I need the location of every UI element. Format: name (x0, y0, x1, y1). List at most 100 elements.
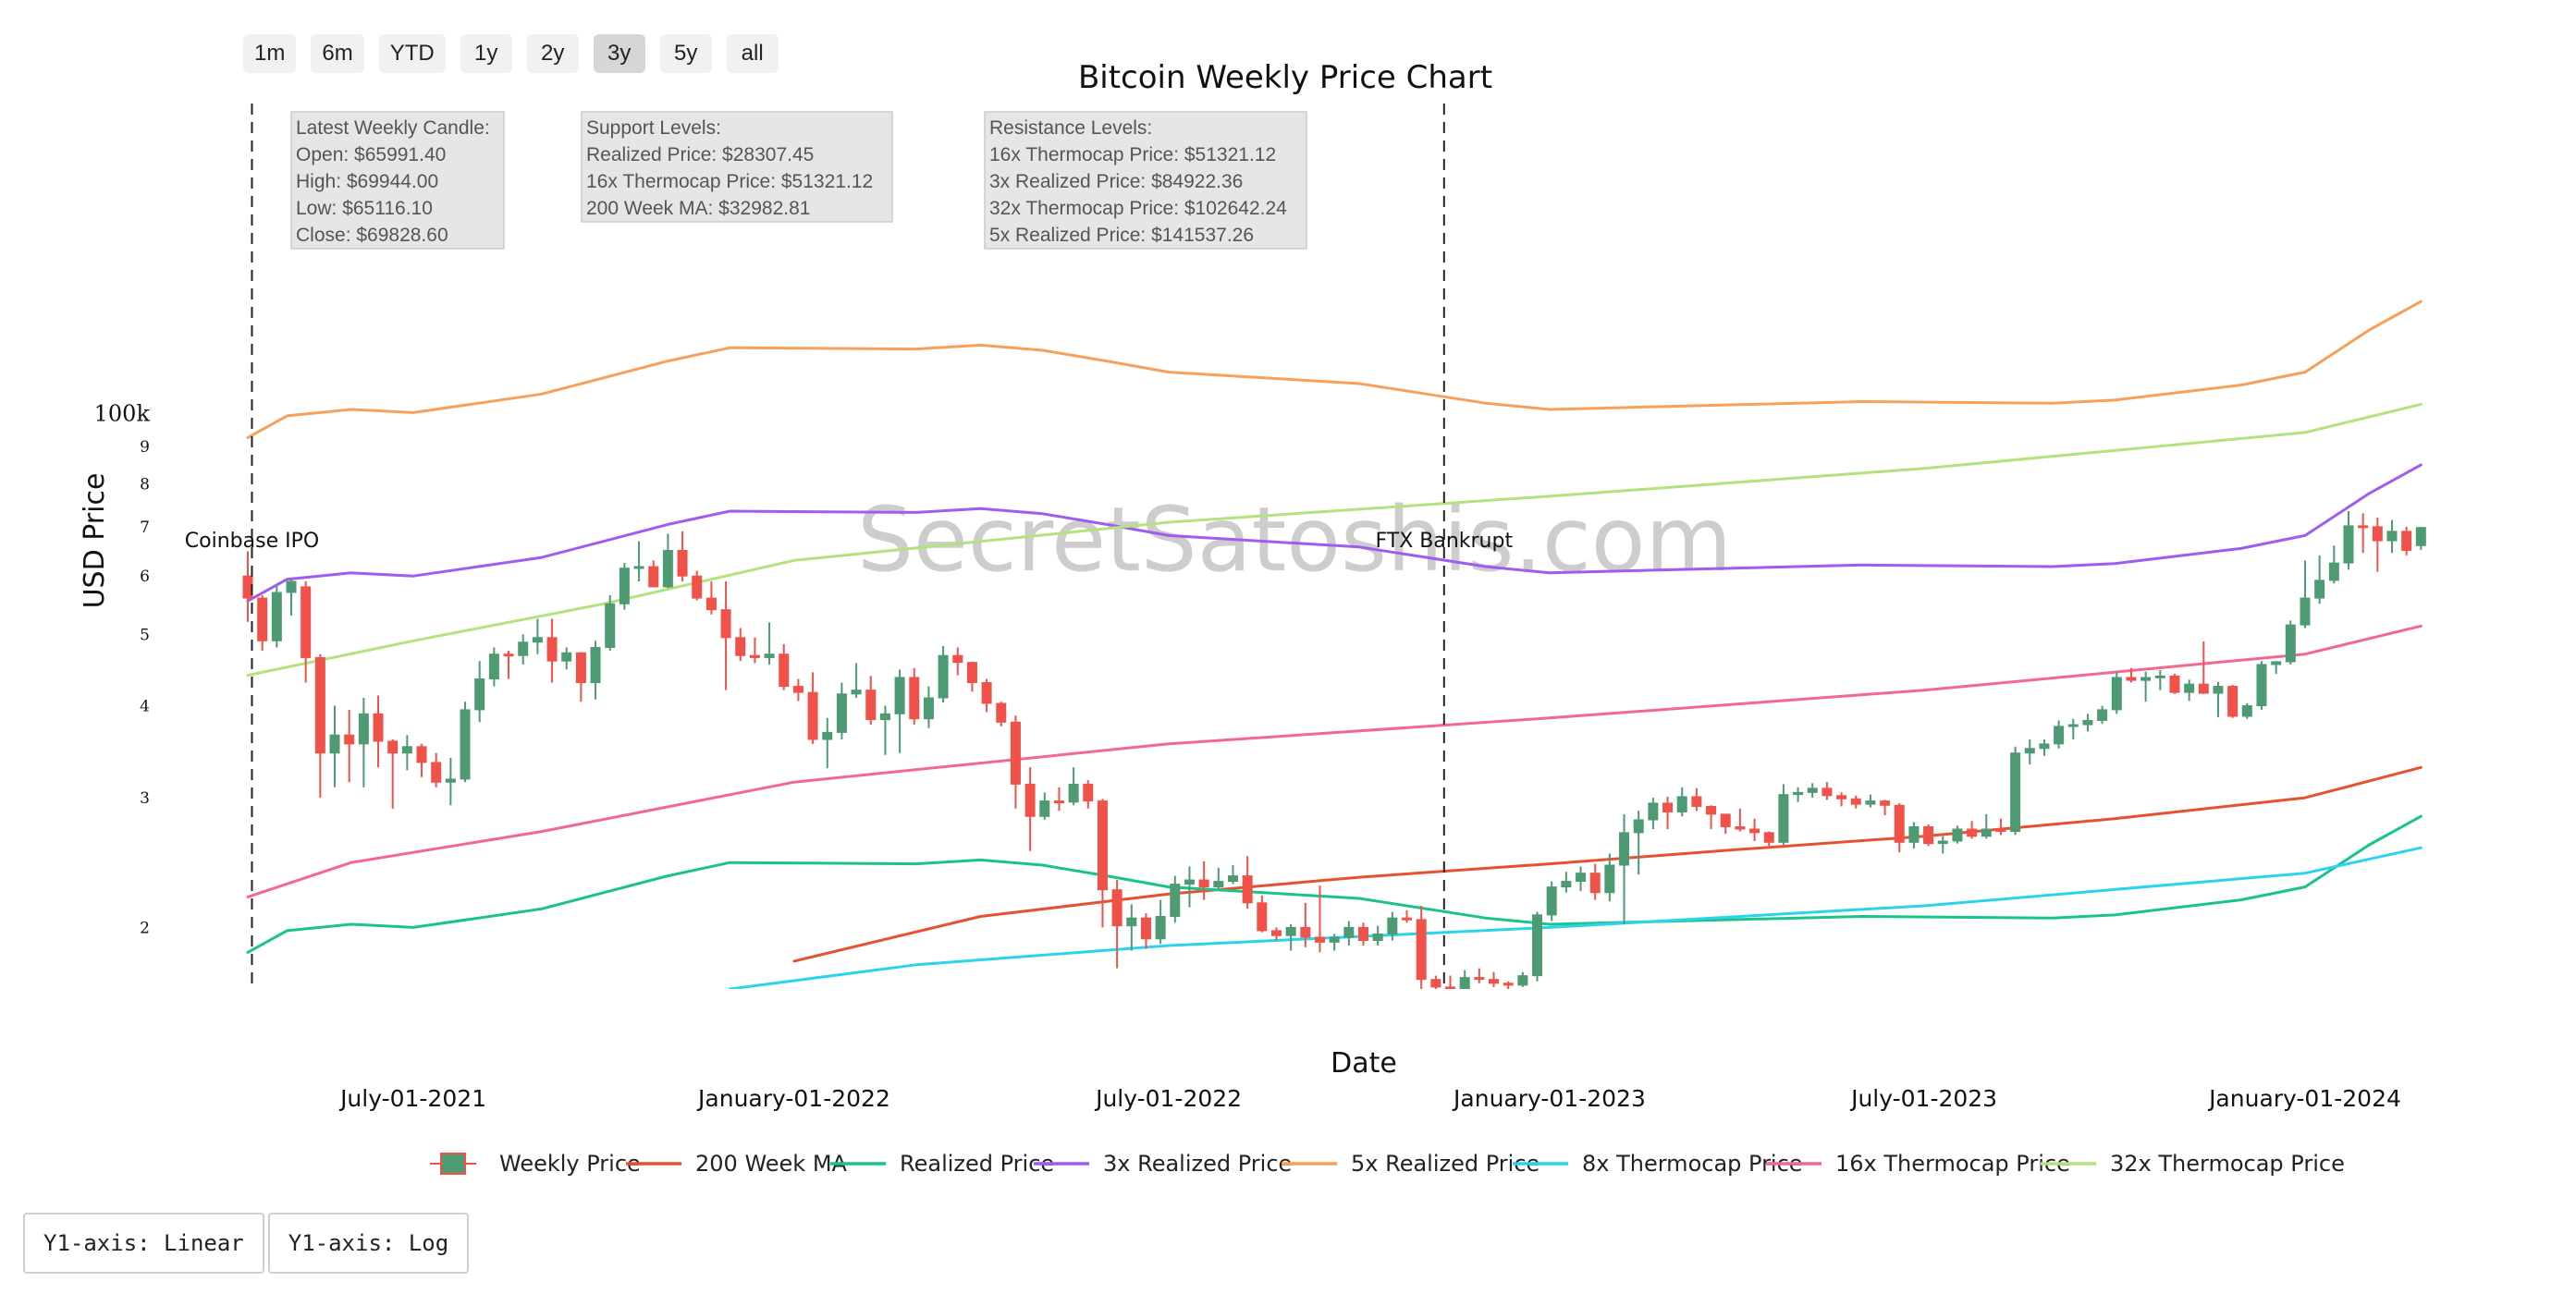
candle-body (1459, 977, 1470, 989)
candle-body (1894, 804, 1905, 843)
range-button-all[interactable]: all (726, 34, 779, 73)
candle (2285, 620, 2296, 665)
latest-candle-box-bg (290, 111, 505, 250)
candle-body (546, 637, 558, 662)
candle-body (1227, 875, 1238, 883)
candle-body (865, 690, 877, 721)
candle-body (590, 646, 601, 684)
candle-body (1257, 902, 1268, 932)
range-button-1y[interactable]: 1y (460, 34, 512, 73)
candle (1908, 822, 1920, 848)
candle-body (518, 641, 529, 656)
candle (271, 584, 282, 648)
legend-item: 5x Realized Price (1282, 1151, 1539, 1177)
candle-body (2372, 526, 2383, 542)
series-line-8x-thermocap-price (729, 846, 2423, 989)
legend-item: 16x Thermocap Price (1766, 1151, 2070, 1177)
candle-body (2314, 580, 2325, 599)
candle-body (416, 746, 427, 763)
range-button-6m[interactable]: 6m (311, 34, 364, 73)
candle (1880, 800, 1891, 816)
candle-body (779, 653, 790, 688)
candle (879, 705, 890, 755)
candle (2010, 746, 2021, 836)
range-button-5y[interactable]: 5y (659, 34, 712, 73)
candle-body (619, 568, 630, 604)
candle-body (2256, 664, 2267, 707)
candle-body (836, 693, 847, 733)
candle-body (966, 662, 977, 684)
resistance-levels-box: Resistance Levels: 16x Thermocap Price: … (984, 111, 1307, 250)
candle-body (1213, 881, 1224, 888)
y-tick-label: 100k (94, 400, 151, 426)
resistance-levels-title: Resistance Levels: (989, 117, 1152, 139)
candle-body (2358, 525, 2369, 529)
candle-body (387, 740, 399, 754)
candle (1140, 913, 1151, 949)
candle (1343, 921, 1355, 946)
candle-body (705, 597, 717, 611)
candle-body (923, 697, 934, 720)
candle (1778, 784, 1789, 845)
candle (1459, 970, 1470, 989)
candle (1691, 787, 1702, 812)
range-button-2y[interactable]: 2y (526, 34, 579, 73)
candle (1865, 794, 1876, 808)
range-button-3y[interactable]: 3y (593, 34, 645, 73)
candle (1416, 906, 1427, 989)
candle-body (1097, 800, 1108, 891)
candle-body (1198, 879, 1209, 888)
range-button-ytd[interactable]: YTD (378, 34, 446, 73)
candle-body (2054, 726, 2065, 745)
candle (1503, 981, 1514, 989)
candle-body (2328, 562, 2339, 581)
x-axis-label: Date (1331, 1047, 1397, 1080)
support-level-realized: Realized Price: $28307.45 (586, 144, 814, 165)
candle-body (1300, 926, 1311, 938)
resistance-level-32x-thermocap: 32x Thermocap Price: $102642.24 (989, 198, 1287, 219)
y-tick-label: 7 (140, 519, 150, 537)
candle-body (822, 731, 833, 740)
y-tick-label: 4 (140, 698, 150, 716)
candle (1372, 925, 1383, 946)
candle-body (1981, 828, 1992, 837)
candle (1952, 825, 1963, 844)
candle-body (1576, 873, 1587, 883)
candle-body (1489, 979, 1500, 984)
candle (677, 531, 688, 582)
candle-body (2097, 709, 2108, 721)
candle (1257, 895, 1268, 933)
series-line-200-week-ma (792, 765, 2423, 963)
y-axis-linear-button[interactable]: Y1-axis: Linear (23, 1213, 264, 1274)
candle-body (1662, 802, 1674, 812)
candle-body (2285, 624, 2296, 663)
candle-body (373, 713, 384, 742)
candle-body (938, 654, 949, 699)
candle-body (314, 656, 325, 754)
candle (358, 698, 369, 787)
range-selector: 1m 6m YTD 1y 2y 3y 5y all (243, 34, 779, 73)
candle (2256, 661, 2267, 710)
support-levels-box: Support Levels: Realized Price: $28307.4… (581, 111, 893, 223)
x-tick-label: January-01-2024 (2207, 1085, 2401, 1112)
candle-body (807, 691, 818, 740)
candle (1546, 881, 1557, 922)
candle (2169, 673, 2180, 694)
candle (2067, 718, 2079, 740)
candle (2241, 702, 2252, 719)
candle (314, 653, 325, 799)
candle (1474, 968, 1485, 983)
candle-body (1589, 873, 1601, 894)
candle-body (692, 575, 703, 599)
candle-body (2227, 686, 2239, 717)
y-tick-label: 5 (140, 626, 150, 644)
y-axis-log-button[interactable]: Y1-axis: Log (267, 1213, 470, 1274)
candle (488, 647, 499, 687)
candle-body (2169, 675, 2180, 693)
candle (1894, 802, 1905, 853)
candle-body (648, 566, 659, 588)
candle (2126, 667, 2137, 683)
range-button-1m[interactable]: 1m (243, 34, 297, 73)
candle-body (2198, 683, 2209, 694)
candle-body (1648, 802, 1659, 821)
